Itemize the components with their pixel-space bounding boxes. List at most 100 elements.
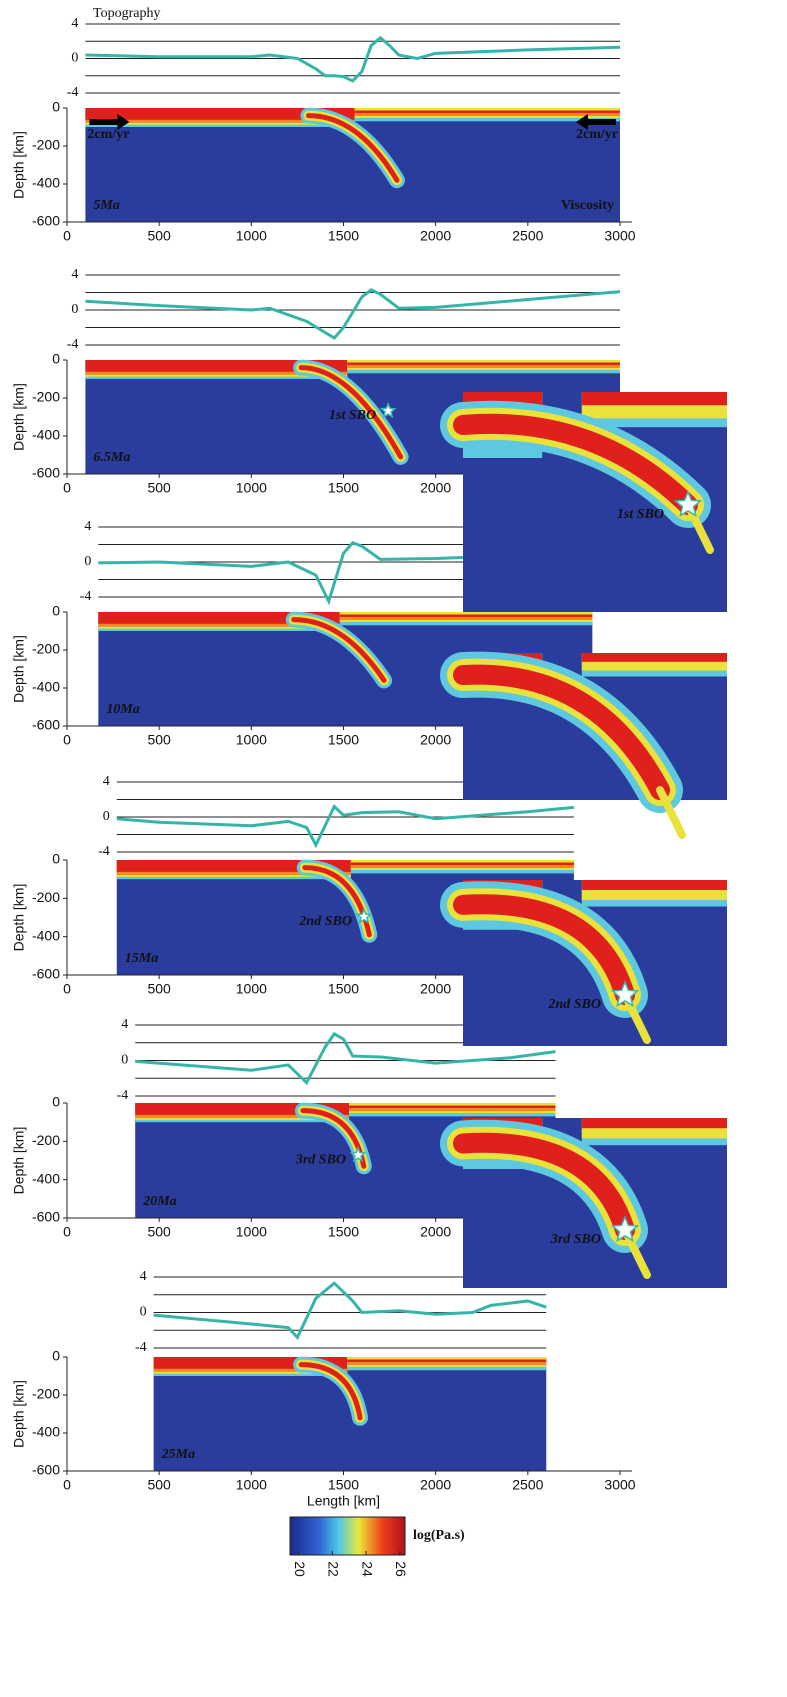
x-tick-label: 1000 xyxy=(236,981,267,997)
sbo-label: 3rd SBO xyxy=(295,1152,346,1167)
velocity-label: 2cm/yr xyxy=(87,127,129,142)
x-tick-label: 1500 xyxy=(328,1477,359,1493)
x-tick-label: 1000 xyxy=(236,480,267,496)
inset-overriding xyxy=(581,880,727,890)
x-tick-label: 2000 xyxy=(420,732,451,748)
y-tick-label: -400 xyxy=(32,1424,60,1440)
plate-layer xyxy=(98,612,340,624)
x-tick-label: 2500 xyxy=(512,1477,543,1493)
slab xyxy=(298,365,404,460)
overriding-layer xyxy=(339,613,593,620)
y-tick-label: 0 xyxy=(52,851,60,867)
y-axis-label: Depth [km] xyxy=(11,383,27,451)
y-tick-label: -400 xyxy=(32,427,60,443)
topo-tick-label: 4 xyxy=(71,267,78,282)
sbo-star xyxy=(349,1146,367,1163)
topo-tick-label: 4 xyxy=(71,16,78,31)
topo-tick-label: 0 xyxy=(71,51,78,66)
colorbar-tick-label: 26 xyxy=(393,1561,409,1577)
x-tick-label: 1000 xyxy=(236,228,267,244)
inset-label: 1st SBO xyxy=(617,507,664,522)
y-tick-label: 0 xyxy=(52,1348,60,1364)
x-tick-label: 2500 xyxy=(512,228,543,244)
sbo-label: 2nd SBO xyxy=(298,914,352,929)
time-label: 5Ma xyxy=(93,198,119,213)
topo-line xyxy=(135,1031,556,1086)
x-tick-label: 500 xyxy=(147,1477,171,1493)
field-annotation: Viscosity xyxy=(561,198,614,213)
topo-tick-label: 4 xyxy=(140,1269,147,1284)
y-tick-label: -400 xyxy=(32,927,60,943)
inset-label: 3rd SBO xyxy=(550,1232,601,1247)
time-label: 6.5Ma xyxy=(93,450,130,465)
overriding-layer xyxy=(350,861,574,869)
overriding-layer xyxy=(347,360,620,363)
velocity-arrow xyxy=(89,114,130,130)
x-tick-label: 2000 xyxy=(420,1477,451,1493)
x-tick-label: 500 xyxy=(147,732,171,748)
topo-tick-label: 0 xyxy=(121,1053,128,1068)
y-tick-label: 0 xyxy=(52,99,60,115)
overriding-layer xyxy=(354,110,620,113)
x-tick-label: 0 xyxy=(63,228,71,244)
topo-tick-label: 0 xyxy=(71,302,78,317)
x-tick-label: 3000 xyxy=(604,228,635,244)
y-tick-label: -400 xyxy=(32,1170,60,1186)
plate-layer xyxy=(153,1357,348,1369)
inset-slab xyxy=(453,894,635,1005)
inset-overriding xyxy=(581,1118,727,1129)
time-label: 15Ma xyxy=(125,951,158,966)
time-label: 20Ma xyxy=(142,1194,176,1209)
topo-tick-label: -4 xyxy=(67,85,79,100)
y-axis-label: Depth [km] xyxy=(11,1380,27,1448)
slab xyxy=(291,617,387,683)
colorbar-tick-label: 20 xyxy=(292,1561,308,1577)
inset-overriding xyxy=(581,653,727,662)
x-tick-label: 500 xyxy=(147,480,171,496)
topo-tick-label: 4 xyxy=(121,1017,128,1032)
plate-layer xyxy=(116,860,351,872)
topo-line xyxy=(116,803,575,849)
x-tick-label: 1000 xyxy=(236,1477,267,1493)
overriding-layer xyxy=(350,862,574,865)
y-tick-label: -200 xyxy=(32,137,60,153)
overriding-layer xyxy=(349,1103,556,1106)
topo-tick-label: -4 xyxy=(135,1340,147,1355)
velocity-arrow xyxy=(576,114,616,130)
inset-slab xyxy=(453,413,698,515)
topo-tick-label: -4 xyxy=(117,1088,129,1103)
velocity-label: 2cm/yr xyxy=(576,127,618,142)
time-label: 25Ma xyxy=(161,1447,195,1462)
x-tick-label: 2000 xyxy=(420,1224,451,1240)
topo-tick-label: 4 xyxy=(103,774,110,789)
y-tick-label: -200 xyxy=(32,1386,60,1402)
sbo-star xyxy=(355,907,373,924)
x-axis-label: Length [km] xyxy=(307,1493,380,1509)
overriding-layer xyxy=(339,614,593,617)
topo-tick-label: 4 xyxy=(84,519,91,534)
y-tick-label: -400 xyxy=(32,679,60,695)
x-tick-label: 500 xyxy=(147,1224,171,1240)
x-tick-label: 500 xyxy=(147,981,171,997)
x-tick-label: 1500 xyxy=(328,981,359,997)
x-tick-label: 1500 xyxy=(328,1224,359,1240)
x-tick-label: 3000 xyxy=(604,1477,635,1493)
colorbar xyxy=(289,1516,406,1556)
x-tick-label: 0 xyxy=(63,732,71,748)
y-tick-label: 0 xyxy=(52,351,60,367)
inset-label: 2nd SBO xyxy=(547,997,601,1012)
y-tick-label: -600 xyxy=(32,1209,60,1225)
y-tick-label: -600 xyxy=(32,1462,60,1478)
overriding-layer xyxy=(354,108,620,111)
y-axis-label: Depth [km] xyxy=(11,635,27,703)
sbo-label: 1st SBO xyxy=(329,408,376,423)
topo-tick-label: -4 xyxy=(98,844,110,859)
topo-line xyxy=(85,288,621,340)
topo-tick-label: -4 xyxy=(80,589,92,604)
y-tick-label: -200 xyxy=(32,1132,60,1148)
overriding-layer xyxy=(350,860,574,863)
sbo-star xyxy=(610,980,640,1008)
topo-line xyxy=(98,540,593,606)
x-tick-label: 2000 xyxy=(420,981,451,997)
